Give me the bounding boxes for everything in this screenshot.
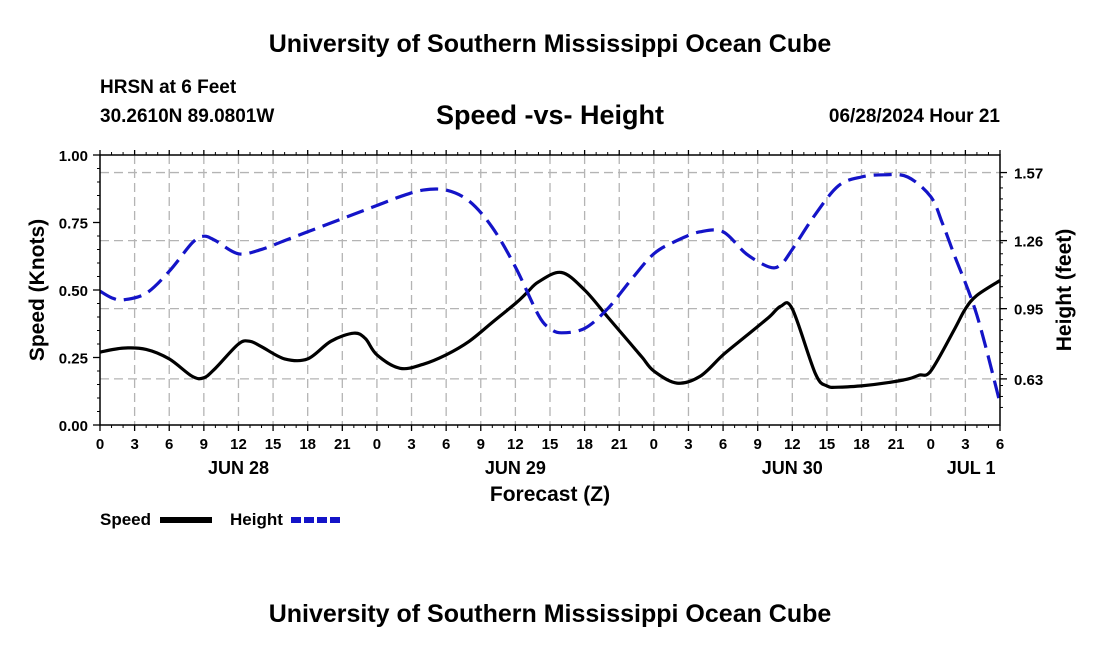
x-tick-label: 0	[927, 436, 935, 453]
y-tick-label: 0.75	[59, 216, 88, 233]
y2-tick-label: 0.95	[1014, 302, 1043, 319]
y2-tick-label: 1.57	[1014, 166, 1043, 183]
forecast-datetime: 06/28/2024 Hour 21	[828, 106, 1000, 127]
y-tick-label: 1.00	[59, 148, 88, 165]
series-line-height	[99, 172, 1002, 404]
x-tick-label: 3	[684, 436, 692, 453]
y-tick-label: 0.50	[59, 283, 88, 300]
x-tick-label: 12	[507, 436, 524, 453]
x-tick-label: 21	[334, 436, 351, 453]
y-tick-label: 0.25	[59, 351, 88, 368]
y2-tick-label: 0.63	[1014, 372, 1043, 389]
x-date-label: JUN 29	[485, 458, 546, 478]
x-tick-label: 9	[754, 436, 762, 453]
x-tick-label: 0	[373, 436, 381, 453]
footer-title: University of Southern Mississippi Ocean…	[268, 600, 832, 628]
x-tick-label: 3	[961, 436, 969, 453]
x-date-label: JUN 28	[208, 458, 269, 478]
x-tick-label: 18	[299, 436, 316, 453]
chart-main-title: University of Southern Mississippi Ocean…	[268, 30, 832, 58]
x-tick-label: 18	[853, 436, 870, 453]
x-tick-label: 12	[230, 436, 247, 453]
x-tick-label: 6	[442, 436, 450, 453]
x-tick-label: 3	[130, 436, 138, 453]
x-tick-label: 21	[611, 436, 628, 453]
axis-labels: 0 3 6 9 12 15 18 21 0 3 6 9 12 15 18 21 0 3 6 9 12 15 18 21 0 3 6 0…	[26, 148, 1076, 506]
series-line-speed	[99, 270, 1001, 389]
y-axis-title: Speed (Knots)	[26, 219, 49, 361]
station-coordinates: 30.2610N 89.0801W	[100, 106, 275, 127]
axes	[93, 150, 1007, 431]
x-tick-label: 15	[542, 436, 559, 453]
x-tick-label: 15	[265, 436, 282, 453]
x-tick-label: 0	[650, 436, 658, 453]
x-tick-label: 3	[407, 436, 415, 453]
legend-label-speed: Speed	[100, 510, 151, 529]
x-date-label: JUL 1	[947, 458, 996, 478]
x-tick-label: 9	[200, 436, 208, 453]
x-axis-title: Forecast (Z)	[490, 483, 610, 506]
x-tick-label: 21	[888, 436, 905, 453]
x-tick-label: 15	[819, 436, 836, 453]
station-name: HRSN at 6 Feet	[100, 77, 237, 98]
chart-subtitle: Speed -vs- Height	[435, 100, 665, 130]
y-tick-label: 0.00	[59, 418, 88, 435]
x-tick-label: 18	[576, 436, 593, 453]
x-tick-label: 12	[784, 436, 801, 453]
legend-label-height: Height	[230, 510, 283, 529]
x-tick-label: 0	[96, 436, 104, 453]
legend: Speed Height	[100, 510, 343, 529]
series-layer	[99, 172, 1002, 404]
x-tick-label: 6	[165, 436, 173, 453]
x-tick-label: 6	[719, 436, 727, 453]
y2-tick-label: 1.26	[1014, 234, 1043, 251]
y2-axis-title: Height (feet)	[1053, 229, 1076, 352]
x-tick-label: 6	[996, 436, 1004, 453]
speed-height-chart: 0 3 6 9 12 15 18 21 0 3 6 9 12 15 18 21 0 3 6 9 12 15 18 21 0 3 6 0…	[26, 148, 1076, 529]
x-tick-label: 9	[477, 436, 485, 453]
x-date-label: JUN 30	[762, 458, 823, 478]
